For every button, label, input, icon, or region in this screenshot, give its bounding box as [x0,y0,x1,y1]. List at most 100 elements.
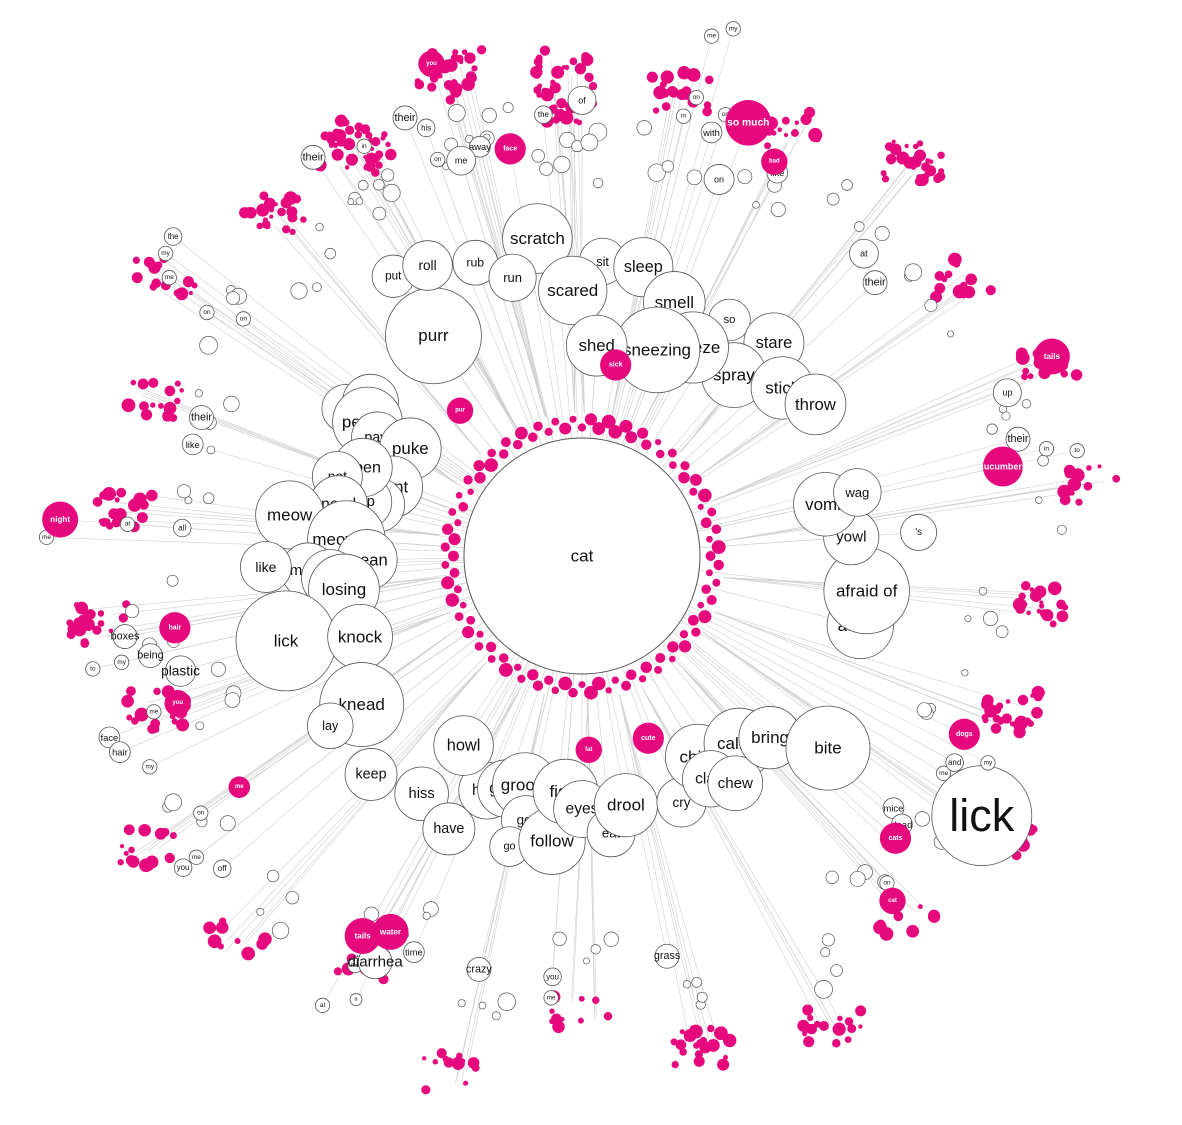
small-node[interactable]: my [142,759,158,775]
main-node[interactable]: of [567,86,597,115]
main-node[interactable]: keep [344,748,398,801]
small-node[interactable]: all [173,518,192,538]
main-node[interactable]: wag [833,468,882,517]
edge [700,289,979,476]
pink-node[interactable]: water [372,913,409,950]
small-node[interactable]: hair [109,741,131,763]
small-node[interactable]: me [146,704,162,720]
small-node[interactable]: crazy [466,957,492,982]
small-node[interactable]: at [119,516,136,532]
small-node[interactable]: on [199,304,215,321]
small-node[interactable]: me [935,765,952,781]
small-node[interactable]: to [1069,443,1085,459]
pink-node[interactable]: me [228,776,251,798]
small-node[interactable]: me [543,990,559,1006]
pink-node[interactable]: tails [344,917,381,954]
main-node[interactable]: lay [307,702,354,750]
small-node[interactable]: you [543,967,562,987]
small-node[interactable]: me [161,270,177,286]
small-node[interactable]: my [980,755,996,771]
small-node[interactable]: on [688,89,704,106]
main-node[interactable]: me [446,145,476,176]
main-node[interactable]: run [488,253,537,302]
small-node[interactable]: plastic [161,655,200,687]
main-node[interactable]: bite [785,705,871,791]
small-node[interactable]: like [181,433,204,456]
main-node[interactable]: howl [433,715,494,776]
pink-node[interactable]: tails [1033,338,1070,375]
small-node[interactable]: on [430,152,446,168]
pink-node[interactable]: cute [632,722,664,754]
small-node[interactable]: away [469,135,491,158]
small-node[interactable]: time [403,941,425,963]
small-node[interactable]: at [314,997,331,1013]
main-node[interactable]: rub [452,239,499,286]
small-node[interactable]: my [158,245,174,262]
small-node[interactable]: to [85,661,101,677]
small-node[interactable]: my [114,654,130,670]
pink-node[interactable]: dogs [948,718,980,750]
pink-node[interactable]: face [494,133,526,165]
pink-node[interactable]: pur [446,397,474,424]
main-node[interactable]: afraid of [823,547,910,635]
small-node[interactable]: me [704,28,720,44]
main-node[interactable]: drool [593,773,658,838]
small-node[interactable]: being [137,643,164,669]
small-node-label: crazy [466,963,492,975]
pink-node[interactable]: hair [159,612,191,644]
small-node[interactable]: his [416,118,436,138]
small-node[interactable]: in [1038,441,1055,457]
small-node[interactable]: their [300,144,326,170]
main-node[interactable]: lick [235,590,337,692]
small-node[interactable]: lick [931,765,1033,867]
small-node[interactable]: and [945,753,964,772]
small-node[interactable]: me [188,849,204,865]
main-node[interactable]: on [703,164,735,195]
small-node[interactable]: on [193,805,209,821]
main-node-label: knock [338,627,383,646]
pink-node[interactable]: sick [600,349,632,381]
small-node[interactable]: on [235,311,251,327]
small-node[interactable]: with [700,121,723,144]
pink-node[interactable]: so much [725,99,772,146]
main-node[interactable]: throw [784,373,847,436]
cluster-dot [818,1020,829,1031]
small-node[interactable]: you [173,858,193,877]
small-node[interactable]: a [349,993,363,1006]
main-node[interactable]: up [992,378,1022,408]
main-node[interactable]: meow [255,480,325,550]
main-node[interactable]: purr [385,287,482,385]
small-node[interactable]: their [1005,426,1031,452]
pink-node[interactable]: cat [879,887,906,915]
main-node[interactable]: sneezing [613,306,701,394]
main-node[interactable]: chew [707,755,764,812]
pink-node[interactable]: you [418,50,445,78]
small-node[interactable]: their [862,270,888,296]
small-node[interactable]: face [98,726,121,749]
root-node[interactable]: cat [463,437,701,675]
main-node[interactable]: like [240,541,292,593]
small-node[interactable]: their [392,105,418,131]
main-node[interactable]: have [422,802,476,856]
small-node[interactable]: grass [654,943,681,969]
pink-node[interactable]: cats [879,822,912,854]
main-node[interactable]: bring [738,706,802,770]
small-node[interactable]: in [675,108,692,124]
pink-node[interactable]: fat [575,736,602,764]
small-node[interactable]: off [213,859,232,878]
small-node[interactable]: the [163,227,183,246]
small-node[interactable]: boxes [111,624,140,649]
main-node[interactable]: scared [538,255,608,326]
pink-node[interactable]: you [164,689,191,717]
small-node[interactable]: my [725,21,741,37]
main-node[interactable]: 's [900,514,938,551]
main-node[interactable]: knock [327,603,393,670]
small-node[interactable]: in [356,138,372,154]
main-node[interactable]: roll [402,240,453,291]
pink-node[interactable]: bad [761,148,788,175]
pink-node[interactable]: cucumbers [979,446,1027,487]
main-node[interactable]: at [849,238,879,269]
pink-node[interactable]: night [42,501,79,538]
small-node[interactable]: the [534,105,553,124]
small-node[interactable]: their [189,405,214,430]
